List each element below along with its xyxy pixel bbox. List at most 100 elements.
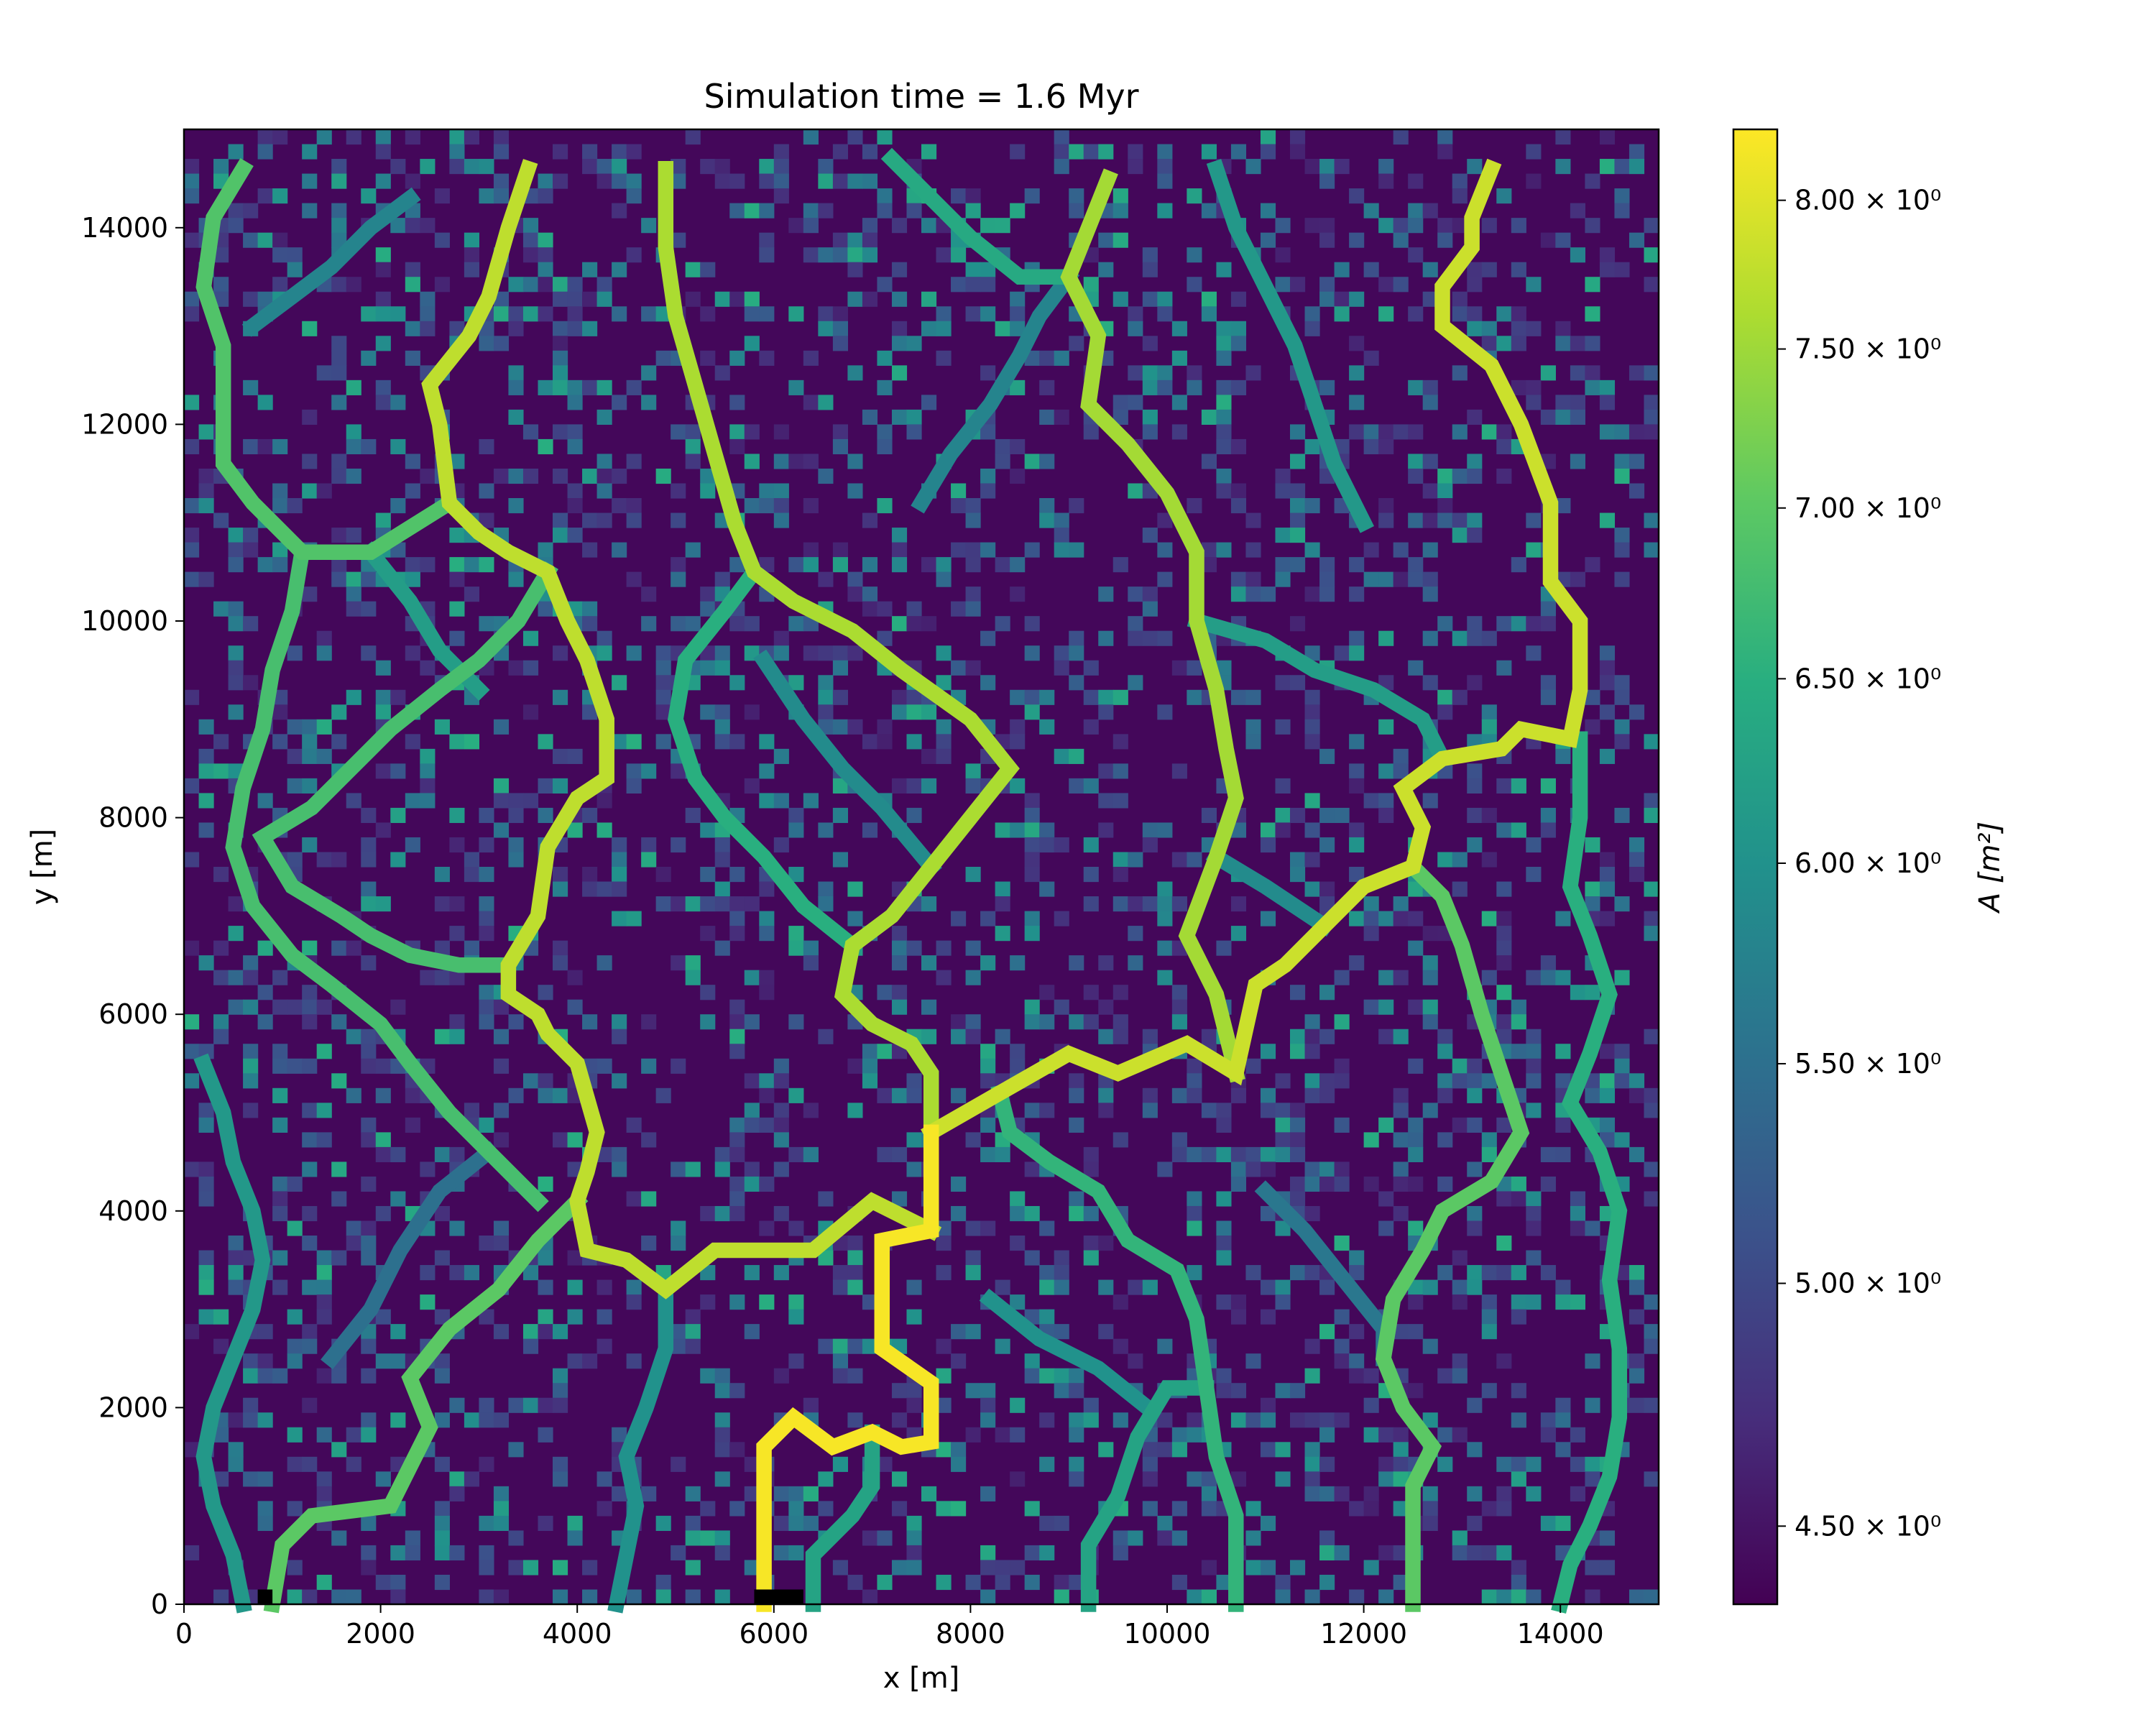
- heatmap-cell: [1644, 1087, 1659, 1103]
- heatmap-cell: [1128, 675, 1143, 691]
- heatmap-cell: [685, 438, 701, 455]
- heatmap-cell: [538, 173, 553, 189]
- heatmap-cell: [331, 350, 347, 366]
- heatmap-cell: [612, 675, 627, 691]
- heatmap-cell: [302, 940, 318, 956]
- heatmap-cell: [257, 985, 273, 1000]
- heatmap-cell: [1275, 468, 1291, 484]
- heatmap-cell: [1555, 911, 1571, 926]
- heatmap-cell: [1378, 218, 1394, 234]
- heatmap-cell: [980, 424, 996, 440]
- heatmap-cell: [198, 719, 214, 735]
- heatmap-cell: [1201, 1560, 1217, 1576]
- heatmap-cell: [361, 1029, 377, 1044]
- heatmap-cell: [1201, 1471, 1217, 1487]
- heatmap-cell: [1157, 630, 1173, 646]
- heatmap-cell: [759, 203, 775, 218]
- heatmap-cell: [184, 852, 200, 868]
- heatmap-cell: [626, 1353, 642, 1369]
- heatmap-cell: [1481, 1309, 1497, 1325]
- heatmap-cell: [508, 1087, 524, 1103]
- heatmap-cell: [1187, 380, 1202, 395]
- heatmap-cell: [596, 454, 612, 469]
- heatmap-cell: [1024, 1250, 1040, 1266]
- heatmap-cell: [449, 970, 465, 985]
- heatmap-cell: [1452, 1353, 1468, 1369]
- heatmap-cell: [1304, 689, 1320, 705]
- heatmap-cell: [936, 350, 952, 366]
- heatmap-cell: [553, 1368, 568, 1384]
- y-axis-label: y [m]: [26, 829, 59, 906]
- heatmap-cell: [1098, 822, 1114, 838]
- heatmap-cell: [346, 1427, 361, 1443]
- heatmap-cell: [1555, 1279, 1571, 1295]
- heatmap-cell: [1644, 911, 1659, 926]
- colorbar-tick-label: 4.50 × 10⁰: [1795, 1510, 1941, 1542]
- heatmap-cell: [1378, 630, 1394, 646]
- heatmap-cell: [257, 188, 273, 204]
- heatmap-cell: [243, 1397, 259, 1413]
- heatmap-cell: [685, 1530, 701, 1546]
- heatmap-cell: [1467, 1220, 1483, 1236]
- heatmap-cell: [1201, 291, 1217, 307]
- heatmap-cell: [405, 1545, 420, 1561]
- heatmap-cell: [803, 129, 819, 145]
- colorbar-tick-label: 7.50 × 10⁰: [1795, 334, 1941, 365]
- heatmap-cell: [302, 1338, 318, 1354]
- heatmap-cell: [1098, 1442, 1114, 1458]
- heatmap-cell: [1585, 881, 1600, 897]
- heatmap-cell: [626, 454, 642, 469]
- heatmap-cell: [1511, 616, 1526, 632]
- heatmap-cell: [1054, 645, 1069, 661]
- heatmap-cell: [1171, 350, 1187, 366]
- heatmap-cell: [1319, 277, 1335, 293]
- heatmap-cell: [375, 395, 391, 410]
- heatmap-cell: [198, 955, 214, 971]
- heatmap-cell: [1496, 1265, 1512, 1281]
- heatmap-cell: [1349, 424, 1365, 440]
- heatmap-cell: [788, 940, 804, 956]
- heatmap-cell: [1467, 1205, 1483, 1222]
- colorbar-label: A [m²]: [1973, 822, 2007, 914]
- heatmap-cell: [1039, 454, 1055, 469]
- heatmap-cell: [729, 1014, 745, 1030]
- heatmap-cell: [700, 601, 716, 617]
- heatmap-cell: [508, 365, 524, 381]
- heatmap-cell: [228, 896, 244, 912]
- heatmap-cell: [1349, 1265, 1365, 1281]
- heatmap-cell: [449, 159, 465, 175]
- heatmap-cell: [936, 1220, 952, 1236]
- heatmap-cell: [1496, 1029, 1512, 1044]
- heatmap-cell: [479, 188, 494, 204]
- heatmap-cell: [980, 955, 996, 971]
- heatmap-cell: [1187, 1073, 1202, 1089]
- heatmap-cell: [316, 630, 332, 646]
- heatmap-cell: [1422, 675, 1438, 691]
- heatmap-cell: [346, 1220, 361, 1236]
- heatmap-cell: [1128, 321, 1143, 336]
- heatmap-cell: [1157, 542, 1173, 558]
- heatmap-cell: [980, 630, 996, 646]
- heatmap-cell: [361, 571, 377, 587]
- heatmap-cell: [1481, 1324, 1497, 1340]
- heatmap-cell: [1614, 1058, 1630, 1074]
- heatmap-cell: [1644, 512, 1659, 528]
- heatmap-cell: [1304, 822, 1320, 838]
- heatmap-cell: [243, 955, 259, 971]
- heatmap-cell: [1422, 1412, 1438, 1428]
- heatmap-cell: [906, 1560, 922, 1576]
- heatmap-cell: [700, 306, 716, 322]
- heatmap-cell: [965, 188, 981, 204]
- heatmap-cell: [891, 542, 908, 558]
- heatmap-cell: [1422, 512, 1438, 528]
- heatmap-cell: [1511, 218, 1526, 234]
- heatmap-cell: [479, 336, 494, 351]
- heatmap-cell: [479, 1515, 494, 1531]
- heatmap-cell: [243, 438, 259, 455]
- heatmap-cell: [788, 867, 804, 883]
- heatmap-cell: [1024, 837, 1040, 853]
- heatmap-cell: [375, 144, 391, 160]
- heatmap-cell: [641, 1236, 657, 1251]
- heatmap-cell: [1467, 1073, 1483, 1089]
